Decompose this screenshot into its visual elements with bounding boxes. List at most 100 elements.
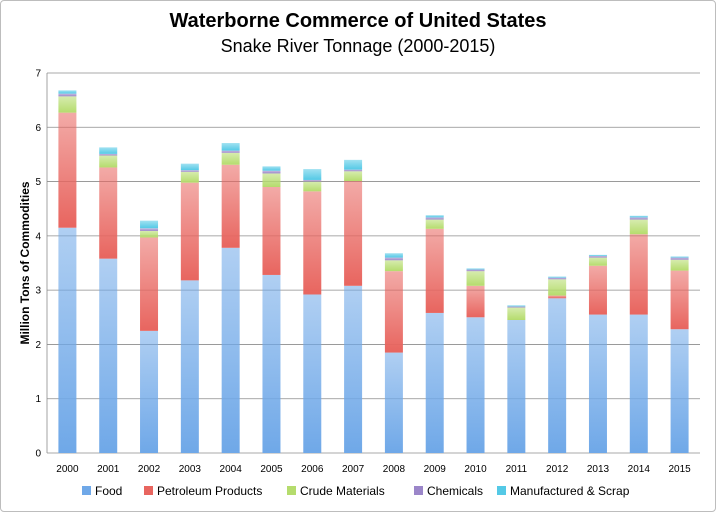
x-tick-label: 2010 — [464, 464, 487, 475]
bar-crude-materials-2006 — [303, 181, 322, 192]
x-tick-label: 2015 — [668, 464, 691, 475]
bar-manufactured-scrap-2003 — [180, 163, 199, 171]
x-tick-label: 2014 — [628, 464, 651, 475]
legend-label: Petroleum Products — [157, 484, 262, 498]
x-tick-label: 2000 — [56, 464, 79, 475]
legend-swatch — [497, 486, 506, 495]
y-tick-label: 4 — [35, 231, 41, 242]
bar-chemicals-2003 — [180, 170, 199, 172]
x-tick-label: 2002 — [138, 464, 161, 475]
chart-title: Waterborne Commerce of United States — [169, 10, 547, 32]
bar-chemicals-2006 — [303, 179, 322, 182]
bar-food-2015 — [670, 329, 689, 453]
bar-food-2000 — [58, 227, 77, 453]
bar-chemicals-2012 — [548, 277, 567, 280]
bar-petroleum-products-2007 — [344, 181, 363, 286]
bar-crude-materials-2014 — [629, 219, 648, 235]
x-tick-label: 2012 — [546, 464, 569, 475]
bar-petroleum-products-2008 — [384, 271, 403, 353]
bar-chemicals-2007 — [344, 169, 363, 172]
x-axis-ticks: 2000 2001 2002 2003 2004 2005 2006 2007 2008 2009… — [56, 464, 691, 475]
legend-swatch — [287, 486, 296, 495]
x-tick-label: 2001 — [97, 464, 120, 475]
bar-food-2008 — [384, 352, 403, 453]
bar-petroleum-products-2000 — [58, 112, 77, 228]
y-tick-label: 0 — [35, 449, 41, 460]
bar-manufactured-scrap-2005 — [262, 166, 281, 171]
legend-swatch — [414, 486, 423, 495]
bar-crude-materials-2010 — [466, 271, 485, 286]
y-tick-label: 7 — [35, 69, 41, 80]
legend-swatch — [144, 486, 153, 495]
bar-petroleum-products-2013 — [588, 265, 607, 315]
bar-crude-materials-2011 — [507, 307, 526, 320]
bar-crude-materials-2004 — [221, 152, 240, 165]
bar-manufactured-scrap-2006 — [303, 169, 322, 180]
bar-manufactured-scrap-2004 — [221, 143, 240, 151]
legend-swatch — [82, 486, 91, 495]
y-axis-label: Million Tons of Commodities — [18, 181, 32, 344]
y-tick-label: 5 — [35, 177, 41, 188]
bar-chemicals-2014 — [629, 217, 648, 220]
bar-crude-materials-2012 — [548, 279, 567, 296]
bar-petroleum-products-2002 — [140, 237, 159, 331]
bar-manufactured-scrap-2010 — [466, 268, 485, 270]
x-tick-label: 2003 — [179, 464, 202, 475]
bar-food-2004 — [221, 247, 240, 453]
bar-crude-materials-2013 — [588, 257, 607, 266]
bar-chemicals-2001 — [99, 153, 118, 156]
bar-manufactured-scrap-2012 — [548, 276, 567, 278]
legend-label: Food — [95, 484, 122, 498]
bar-manufactured-scrap-2009 — [425, 215, 444, 218]
bar-manufactured-scrap-2000 — [58, 90, 77, 94]
bar-food-2009 — [425, 312, 444, 453]
bar-manufactured-scrap-2007 — [344, 159, 363, 170]
bar-petroleum-products-2003 — [180, 182, 199, 281]
y-axis-ticks: 0 1 2 3 4 5 6 7 — [35, 69, 41, 460]
bar-manufactured-scrap-2002 — [140, 220, 159, 229]
bar-manufactured-scrap-2014 — [629, 215, 648, 218]
x-tick-label: 2008 — [383, 464, 406, 475]
y-tick-label: 3 — [35, 286, 41, 297]
bar-chemicals-2009 — [425, 217, 444, 220]
bar-food-2010 — [466, 317, 485, 453]
x-tick-label: 2006 — [301, 464, 324, 475]
bar-petroleum-products-2001 — [99, 167, 118, 259]
legend-label: Crude Materials — [300, 484, 385, 498]
bar-crude-materials-2015 — [670, 259, 689, 271]
x-tick-label: 2007 — [342, 464, 365, 475]
x-tick-label: 2004 — [220, 464, 243, 475]
bar-chemicals-2015 — [670, 257, 689, 260]
bar-food-2001 — [99, 258, 118, 453]
bar-manufactured-scrap-2011 — [507, 305, 526, 307]
bar-crude-materials-2003 — [180, 171, 199, 183]
bar-food-2003 — [180, 280, 199, 453]
bar-petroleum-products-2005 — [262, 187, 281, 275]
bar-crude-materials-2008 — [384, 260, 403, 272]
bars — [58, 90, 689, 453]
legend-label: Chemicals — [427, 484, 483, 498]
y-tick-label: 2 — [35, 340, 41, 351]
legend-label: Manufactured & Scrap — [510, 484, 630, 498]
bar-food-2006 — [303, 294, 322, 453]
chart-subtitle: Snake River Tonnage (2000-2015) — [220, 36, 496, 56]
bar-petroleum-products-2009 — [425, 228, 444, 313]
x-tick-label: 2013 — [587, 464, 610, 475]
bar-petroleum-products-2006 — [303, 191, 322, 295]
bar-chemicals-2010 — [466, 269, 485, 272]
bar-petroleum-products-2010 — [466, 285, 485, 318]
bar-chemicals-2004 — [221, 150, 240, 153]
bar-chemicals-2002 — [140, 228, 159, 231]
bar-petroleum-products-2004 — [221, 164, 240, 248]
bar-crude-materials-2009 — [425, 219, 444, 229]
bar-petroleum-products-2014 — [629, 234, 648, 315]
bar-food-2013 — [588, 314, 607, 453]
bar-food-2014 — [629, 314, 648, 453]
x-tick-label: 2009 — [424, 464, 447, 475]
y-tick-label: 6 — [35, 123, 41, 134]
bar-food-2005 — [262, 274, 281, 453]
bar-crude-materials-2001 — [99, 155, 118, 168]
bar-chemicals-2005 — [262, 170, 281, 174]
bar-food-2007 — [344, 285, 363, 453]
y-tick-label: 1 — [35, 394, 41, 405]
